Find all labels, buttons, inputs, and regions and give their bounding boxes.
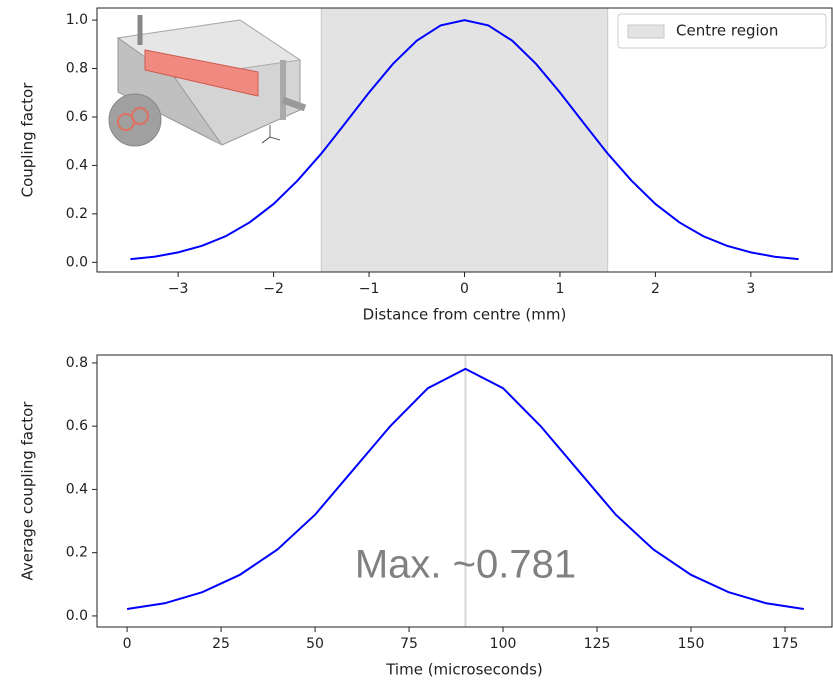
y-axis-label: Average coupling factor [19, 401, 37, 581]
y-tick-label: 0.2 [66, 206, 88, 222]
y-tick-label: 0.2 [66, 545, 88, 561]
line-series [126, 367, 804, 610]
y-tick-label: 1.0 [66, 12, 88, 28]
inset-image [108, 15, 307, 147]
x-tick-label: 25 [212, 636, 230, 652]
x-tick-label: 175 [772, 636, 799, 652]
y-tick-label: 0.0 [66, 254, 88, 270]
x-tick-label: 0 [123, 636, 132, 652]
y-tick-label: 0.0 [66, 608, 88, 624]
x-tick-label: 75 [400, 636, 418, 652]
legend-swatch [627, 24, 665, 39]
x-tick-label: 50 [306, 636, 324, 652]
x-axis-label: Distance from centre (mm) [363, 306, 567, 324]
y-axis-label: Coupling factor [19, 82, 37, 198]
y-tick-label: 0.8 [66, 355, 88, 371]
x-tick-label: 100 [490, 636, 517, 652]
x-tick-label: 2 [651, 281, 660, 297]
x-tick-label: 0 [460, 281, 469, 297]
legend-box [617, 13, 827, 49]
annotation: Max. ~0.781 [355, 543, 576, 587]
x-tick-label: 150 [678, 636, 705, 652]
line-series [130, 19, 799, 261]
x-tick-label: 3 [746, 281, 755, 297]
x-axis-label: Time (microseconds) [385, 661, 543, 679]
axes-frame [96, 354, 833, 628]
axes-frame [96, 7, 833, 273]
x-tick-label: 125 [584, 636, 611, 652]
x-tick-label: 1 [555, 281, 564, 297]
x-tick-label: −2 [263, 281, 284, 297]
y-tick-label: 0.8 [66, 61, 88, 77]
y-tick-label: 0.4 [66, 481, 88, 497]
plots: −3 −2 −1 0 1 2 3 0.0 0.2 0.4 0.6 0.8 1.0 Distance fro… [19, 7, 833, 679]
y-tick-label: 0.6 [66, 109, 88, 125]
y-tick-label: 0.4 [66, 157, 88, 173]
y-tick-label: 0.6 [66, 418, 88, 434]
x-tick-label: −1 [359, 281, 380, 297]
legend-label: Centre region [676, 22, 778, 40]
x-tick-label: −3 [168, 281, 189, 297]
span-region [320, 7, 609, 273]
